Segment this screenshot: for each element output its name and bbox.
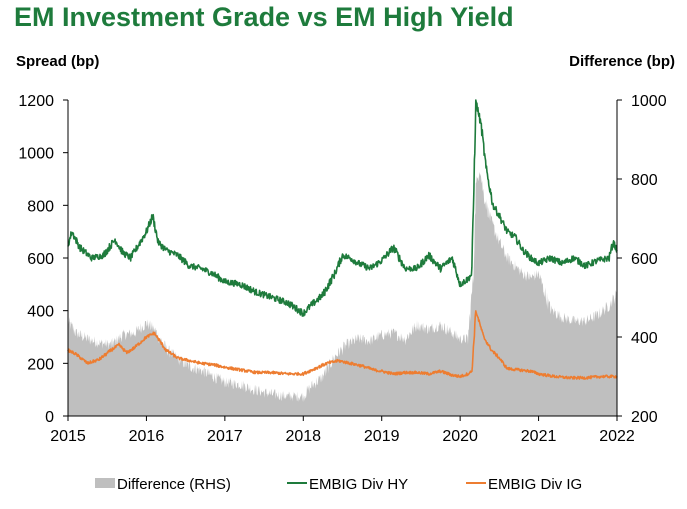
right-tick-label: 800 [631,172,658,189]
legend-label-embig-div-hy: EMBIG Div HY [309,476,408,493]
x-tick-label: 2021 [521,428,557,445]
x-tick-label: 2019 [364,428,400,445]
left-tick-label: 1000 [18,146,54,163]
left-tick-label: 600 [27,251,54,268]
left-tick-label: 800 [27,198,54,215]
right-tick-label: 200 [631,409,658,426]
chart-title: EM Investment Grade vs EM High Yield [14,2,514,32]
x-tick-label: 2016 [129,428,165,445]
area-layer [68,172,617,416]
left-tick-label: 200 [27,356,54,373]
left-tick-label: 1200 [18,93,54,110]
x-tick-label: 2017 [207,428,243,445]
x-tick-label: 2022 [599,428,635,445]
legend-label-difference-rhs: Difference (RHS) [117,476,231,493]
left-axis-title: Spread (bp) [16,53,100,70]
left-tick-label: 400 [27,304,54,321]
x-tick-label: 2015 [50,428,86,445]
series-embig-div-hy-line [67,99,618,317]
legend: Difference (RHS) EMBIG Div HY EMBIG Div IG [95,476,582,493]
legend-swatch-difference-rhs [95,478,115,488]
series-difference-rhs-area [68,172,617,416]
x-tick-label: 2020 [442,428,478,445]
right-tick-label: 1000 [631,93,667,110]
left-tick-label: 0 [45,409,54,426]
right-tick-label: 400 [631,330,658,347]
x-tick-label: 2018 [285,428,321,445]
axes-layer: 0 200 400 600 800 1000 1200 200 400 600 800 1000 201… [18,93,666,445]
line-layer [67,99,618,380]
legend-label-embig-div-ig: EMBIG Div IG [488,476,582,493]
right-axis-title: Difference (bp) [569,53,675,70]
series-embig-div-ig-line [67,310,618,380]
right-tick-label: 600 [631,251,658,268]
